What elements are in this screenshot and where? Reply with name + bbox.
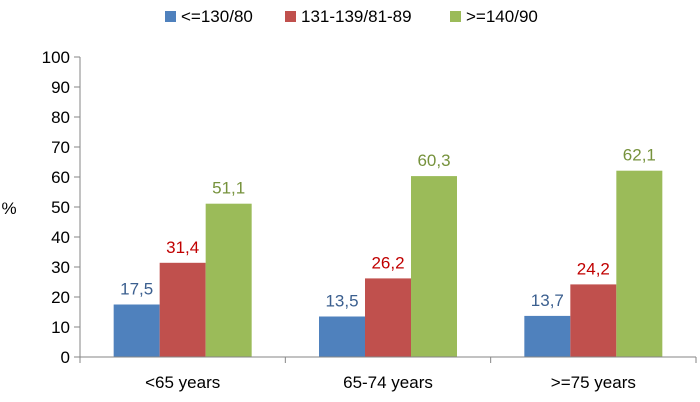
bar [570, 284, 617, 357]
data-label: 51,1 [212, 179, 245, 198]
legend-item: >=140/90 [450, 7, 538, 26]
y-tick-label: 70 [51, 138, 70, 157]
data-label: 24,2 [577, 259, 610, 278]
legend-swatch [450, 11, 461, 22]
bar [411, 176, 457, 357]
data-label: 26,2 [371, 253, 404, 272]
y-tick-label: 60 [51, 168, 70, 187]
bar [616, 170, 663, 357]
data-labels: 17,5 31,4 51,1 13,5 26,2 60,3 13,7 24,2 62,1 [120, 146, 656, 311]
data-label: 13,7 [531, 291, 564, 310]
y-tick-label: 50 [51, 198, 70, 217]
data-label: 62,1 [623, 146, 656, 165]
bar [524, 315, 571, 357]
y-tick-label: 20 [51, 288, 70, 307]
x-tick-label: <65 years [145, 373, 220, 392]
bar [113, 304, 160, 357]
x-tick-label: 65-74 years [343, 373, 433, 392]
data-label: 31,4 [166, 238, 199, 257]
y-tick-label: 30 [51, 258, 70, 277]
legend-swatch [285, 11, 296, 22]
x-tick-label: >=75 years [551, 373, 636, 392]
y-tick-label: 10 [51, 318, 70, 337]
y-tick-label: 80 [51, 108, 70, 127]
legend-item: 131-139/81-89 [285, 7, 412, 26]
y-axis-label: % [1, 199, 16, 218]
data-label: 17,5 [120, 280, 153, 299]
legend: <=130/80 131-139/81-89 >=140/90 [165, 7, 538, 26]
y-axis: 0 10 20 30 40 50 60 70 80 90 100 [42, 48, 80, 367]
legend-label: 131-139/81-89 [301, 7, 412, 26]
data-label: 13,5 [325, 292, 358, 311]
data-label: 60,3 [417, 151, 450, 170]
bar [319, 316, 365, 357]
y-tick-label: 90 [51, 78, 70, 97]
x-axis: <65 years 65-74 years >=75 years [79, 357, 697, 392]
y-tick-label: 40 [51, 228, 70, 247]
bar [159, 262, 206, 357]
bars [113, 170, 663, 357]
bar [205, 203, 252, 357]
legend-label: <=130/80 [181, 7, 253, 26]
y-tick-label: 100 [42, 48, 70, 67]
legend-swatch [165, 11, 176, 22]
legend-label: >=140/90 [466, 7, 538, 26]
legend-item: <=130/80 [165, 7, 253, 26]
bar [365, 278, 411, 357]
y-tick-label: 0 [61, 348, 70, 367]
